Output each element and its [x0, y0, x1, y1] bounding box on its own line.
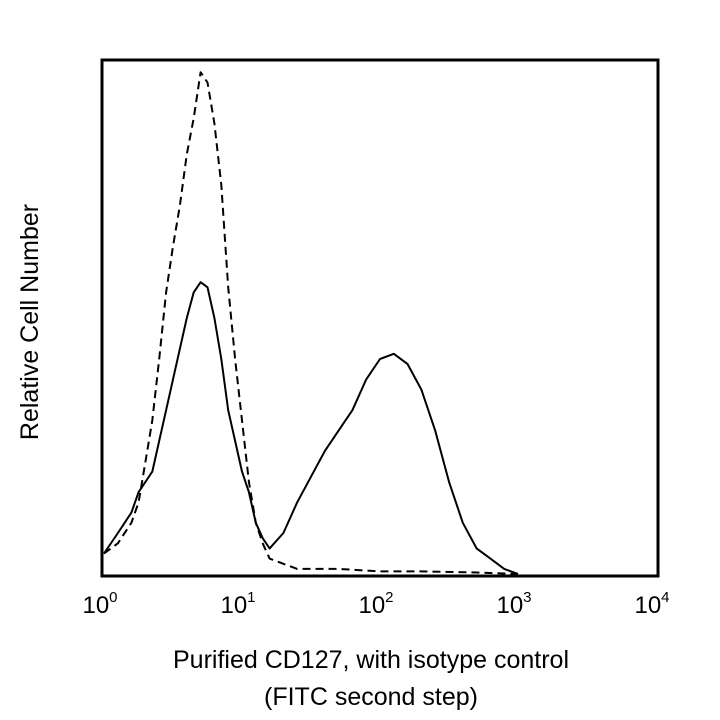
plot-frame [100, 58, 660, 578]
x-tick-label: 104 [634, 589, 669, 619]
x-tick-label: 101 [220, 589, 255, 619]
series-solid-line [103, 281, 519, 575]
x-axis-title: Purified CD127, with isotype control [173, 646, 569, 674]
x-tick-label: 102 [358, 589, 393, 619]
series-dashed-line [103, 71, 519, 575]
x-axis-title-line2: (FITC second step) [264, 683, 478, 711]
x-tick-labels: 100 101 102 103 104 [82, 589, 669, 619]
series-layer [103, 71, 519, 575]
x-tick-label: 103 [496, 589, 531, 619]
x-tick-label: 100 [82, 589, 117, 619]
y-axis-title: Relative Cell Number [16, 204, 44, 440]
